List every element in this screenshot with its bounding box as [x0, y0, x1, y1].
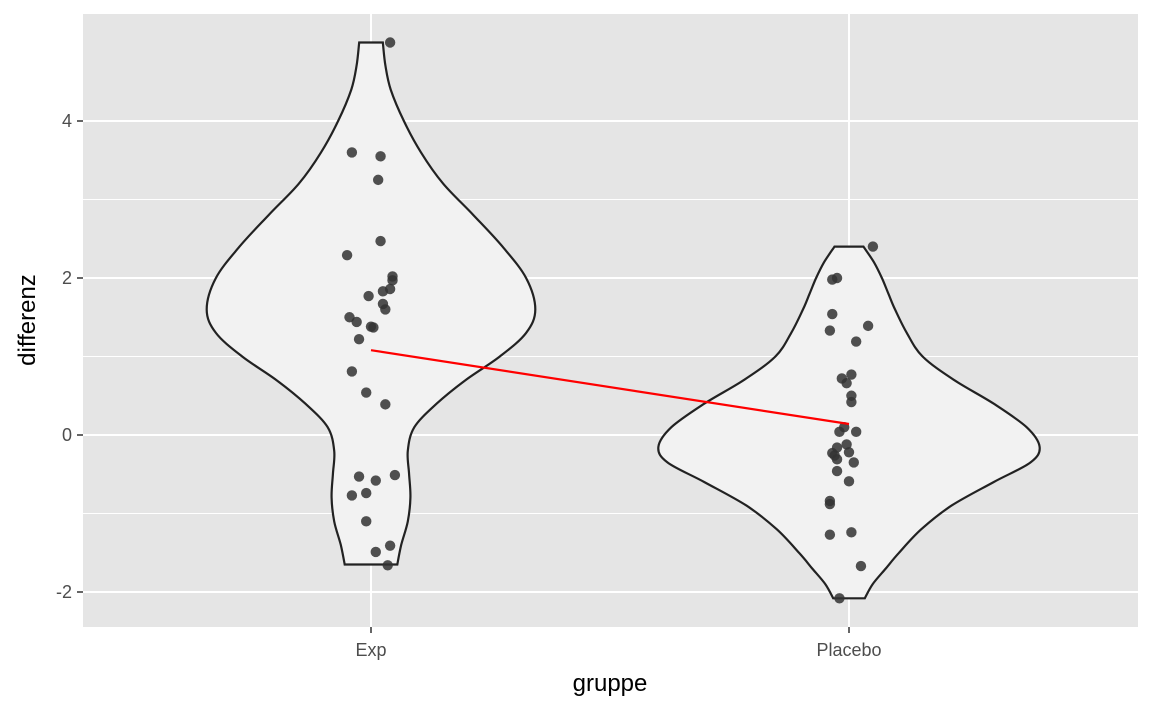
data-point — [848, 457, 859, 468]
data-point — [824, 529, 836, 540]
data-point — [368, 322, 379, 333]
x-tick-label: Exp — [355, 640, 386, 660]
data-point — [846, 369, 857, 380]
data-point — [841, 439, 852, 450]
data-point — [384, 540, 396, 551]
data-point — [351, 316, 362, 328]
data-point — [346, 147, 358, 158]
data-point — [824, 325, 836, 336]
x-axis: Exp Placebo — [355, 627, 882, 660]
data-point — [370, 546, 381, 558]
y-tick-label: 2 — [62, 268, 72, 288]
data-point — [363, 290, 374, 302]
data-point — [867, 241, 879, 252]
data-point — [862, 320, 874, 332]
data-point — [843, 476, 855, 487]
data-point — [382, 560, 393, 571]
data-point — [824, 498, 836, 510]
data-point — [375, 235, 386, 247]
data-point — [384, 283, 396, 295]
y-axis-title: differenz — [14, 274, 41, 366]
data-point — [846, 396, 857, 408]
data-point — [361, 487, 372, 499]
data-points — [341, 37, 879, 604]
data-point — [834, 426, 845, 438]
data-point — [831, 454, 843, 465]
y-tick-label: 4 — [62, 111, 72, 131]
data-point — [831, 272, 843, 284]
violin-placebo — [657, 245, 1041, 600]
data-point — [341, 250, 353, 261]
x-axis-title: gruppe — [573, 670, 648, 697]
data-point — [834, 593, 845, 604]
data-point — [361, 387, 372, 398]
data-point — [387, 275, 398, 286]
data-point — [353, 471, 365, 482]
data-point — [372, 174, 384, 186]
y-axis: -2 0 2 4 — [56, 111, 83, 602]
y-tick-label: -2 — [56, 582, 72, 602]
data-point — [346, 490, 358, 501]
data-point — [850, 336, 862, 347]
data-point — [841, 377, 852, 389]
data-point — [370, 475, 381, 486]
data-point — [375, 151, 386, 162]
data-point — [353, 334, 365, 345]
y-tick-label: 0 — [62, 425, 72, 445]
data-point — [380, 399, 391, 410]
data-point — [843, 447, 855, 458]
data-point — [361, 516, 372, 527]
data-point — [380, 304, 391, 315]
data-point — [855, 560, 867, 572]
violins — [205, 41, 1041, 600]
violin-exp — [205, 41, 537, 566]
data-point — [827, 308, 838, 320]
mean-line-group — [370, 349, 850, 426]
x-tick-label: Placebo — [816, 640, 881, 660]
data-point — [850, 426, 862, 438]
data-point — [846, 527, 857, 538]
data-point — [389, 469, 401, 481]
data-point — [831, 465, 843, 477]
data-point — [384, 37, 396, 48]
data-point — [346, 366, 358, 377]
mean-line — [370, 349, 850, 426]
